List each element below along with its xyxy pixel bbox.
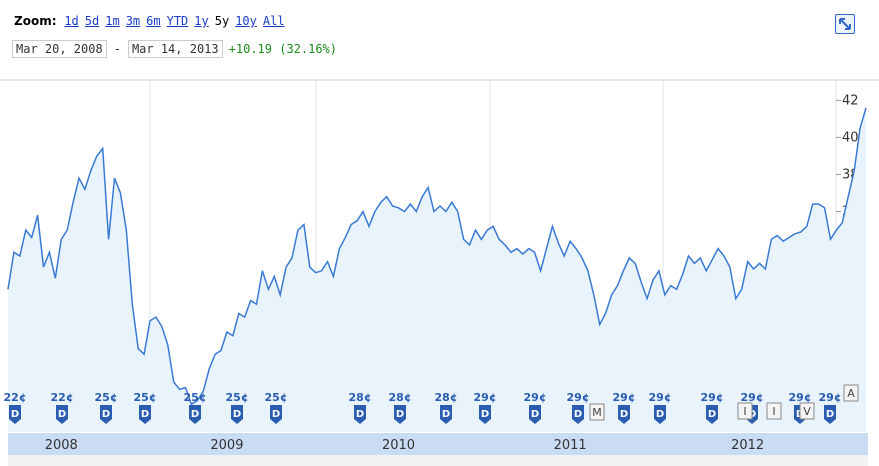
- dividend-flag-label: D: [574, 409, 582, 420]
- dividend-amount: 29¢: [474, 391, 497, 404]
- dividend-flag-label: D: [396, 409, 404, 420]
- dividend-flag[interactable]: [9, 405, 21, 424]
- price-line: [7, 107, 867, 406]
- zoom-link[interactable]: YTD: [166, 14, 189, 28]
- dividend-flag[interactable]: [189, 405, 201, 424]
- dividend-flag[interactable]: [139, 405, 151, 424]
- zoom-link[interactable]: All: [262, 14, 285, 28]
- date-range: Mar 20, 2008 - Mar 14, 2013 +10.19 (32.1…: [12, 40, 337, 58]
- dividend-flag-label: D: [531, 409, 539, 420]
- dividend-flag-label: D: [233, 409, 241, 420]
- dividend-amount: 29¢: [567, 391, 590, 404]
- dividend-amount: 28¢: [389, 391, 412, 404]
- dividend-flag[interactable]: [440, 405, 452, 424]
- event-flag-label: V: [803, 405, 811, 418]
- event-flag-label: I: [743, 405, 746, 418]
- dividend-amount: 25¢: [265, 391, 288, 404]
- dividend-flag-label: D: [102, 409, 110, 420]
- dividend-flag-label: D: [191, 409, 199, 420]
- separator: -: [113, 42, 121, 56]
- price-change: +10.19 (32.16%): [228, 42, 338, 56]
- dividend-amount: 29¢: [789, 391, 812, 404]
- zoom-link[interactable]: 5d: [84, 14, 100, 28]
- zoom-link[interactable]: 10y: [235, 14, 257, 28]
- dividend-amount: 29¢: [649, 391, 672, 404]
- dividend-amount: 29¢: [613, 391, 636, 404]
- dividend-amount: 22¢: [4, 391, 27, 404]
- dividend-flag[interactable]: [706, 405, 718, 424]
- dividend-flag-label: D: [481, 409, 489, 420]
- zoom-link[interactable]: 1d: [64, 14, 79, 28]
- event-flag[interactable]: [737, 402, 753, 420]
- y-tick-label: 40: [842, 130, 859, 145]
- dividend-flag-label: D: [826, 409, 834, 420]
- zoom-label: Zoom:: [14, 14, 57, 28]
- event-flag-label: A: [847, 387, 855, 400]
- y-tick-label: 42: [842, 93, 859, 108]
- event-flag-label: M: [592, 406, 602, 419]
- end-date[interactable]: Mar 14, 2013: [127, 40, 223, 58]
- event-flag[interactable]: [589, 403, 605, 421]
- dividend-amount: 28¢: [349, 391, 372, 404]
- event-flag[interactable]: [799, 402, 815, 420]
- dividend-amount: 25¢: [134, 391, 157, 404]
- dividend-flag-label: D: [356, 409, 364, 420]
- dividend-amount: 25¢: [184, 391, 207, 404]
- zoom-link[interactable]: 6m: [146, 14, 161, 28]
- dividend-flag[interactable]: [618, 405, 630, 424]
- dividend-amount: 25¢: [95, 391, 118, 404]
- start-date[interactable]: Mar 20, 2008: [12, 40, 107, 58]
- event-flag-label: I: [772, 405, 775, 418]
- zoom-link[interactable]: 1m: [105, 14, 120, 28]
- dividend-flag-label: D: [141, 409, 149, 420]
- expand-icon: [839, 18, 851, 30]
- dividend-flag[interactable]: [394, 405, 406, 424]
- event-flag[interactable]: [766, 402, 782, 420]
- dividend-amount: 29¢: [524, 391, 547, 404]
- dividend-flag-label: D: [272, 409, 280, 420]
- area: [8, 107, 866, 433]
- dividend-flag-label: D: [11, 409, 19, 420]
- dividend-flag[interactable]: [529, 405, 541, 424]
- dividend-flag[interactable]: [231, 405, 243, 424]
- dividend-flag[interactable]: [100, 405, 112, 424]
- x-tick-label: 2012: [731, 438, 764, 453]
- dividend-amount: 29¢: [701, 391, 724, 404]
- dividend-flag[interactable]: [479, 405, 491, 424]
- dividend-amount: 25¢: [226, 391, 249, 404]
- dividend-amount: 28¢: [435, 391, 458, 404]
- dividend-flag[interactable]: [572, 405, 584, 424]
- x-tick-label: 2009: [210, 438, 243, 453]
- zoom-link[interactable]: 1y: [194, 14, 209, 28]
- dividend-flag[interactable]: [654, 405, 666, 424]
- dividend-flag[interactable]: [56, 405, 68, 424]
- zoom-link[interactable]: 3m: [125, 14, 141, 28]
- dividend-flag-label: D: [620, 409, 628, 420]
- zoom-bar: Zoom: 1d 5d 1m 3m 6m YTD 1y 5y 10y All: [14, 14, 291, 28]
- dividend-flag-label: D: [656, 409, 664, 420]
- zoom-links: 1d 5d 1m 3m 6m YTD 1y 5y 10y All: [64, 14, 290, 28]
- dividend-amount: 29¢: [819, 391, 842, 404]
- dividend-amount: 29¢: [741, 391, 764, 404]
- x-tick-label: 2008: [45, 438, 78, 453]
- time-band: [8, 433, 868, 455]
- dividend-flag-label: D: [58, 409, 66, 420]
- event-flag[interactable]: [843, 384, 859, 402]
- dividend-amount: 22¢: [51, 391, 74, 404]
- dividend-flag-label: D: [708, 409, 716, 420]
- dividend-flag-label: D: [442, 409, 450, 420]
- x-tick-label: 2010: [382, 438, 415, 453]
- zoom-selected: 5y: [214, 14, 230, 28]
- expand-button[interactable]: [835, 14, 855, 34]
- dividend-flag[interactable]: [824, 405, 836, 424]
- dividend-flag[interactable]: [270, 405, 282, 424]
- x-tick-label: 2011: [554, 438, 587, 453]
- scroll-area: [8, 455, 868, 466]
- dividend-flag[interactable]: [354, 405, 366, 424]
